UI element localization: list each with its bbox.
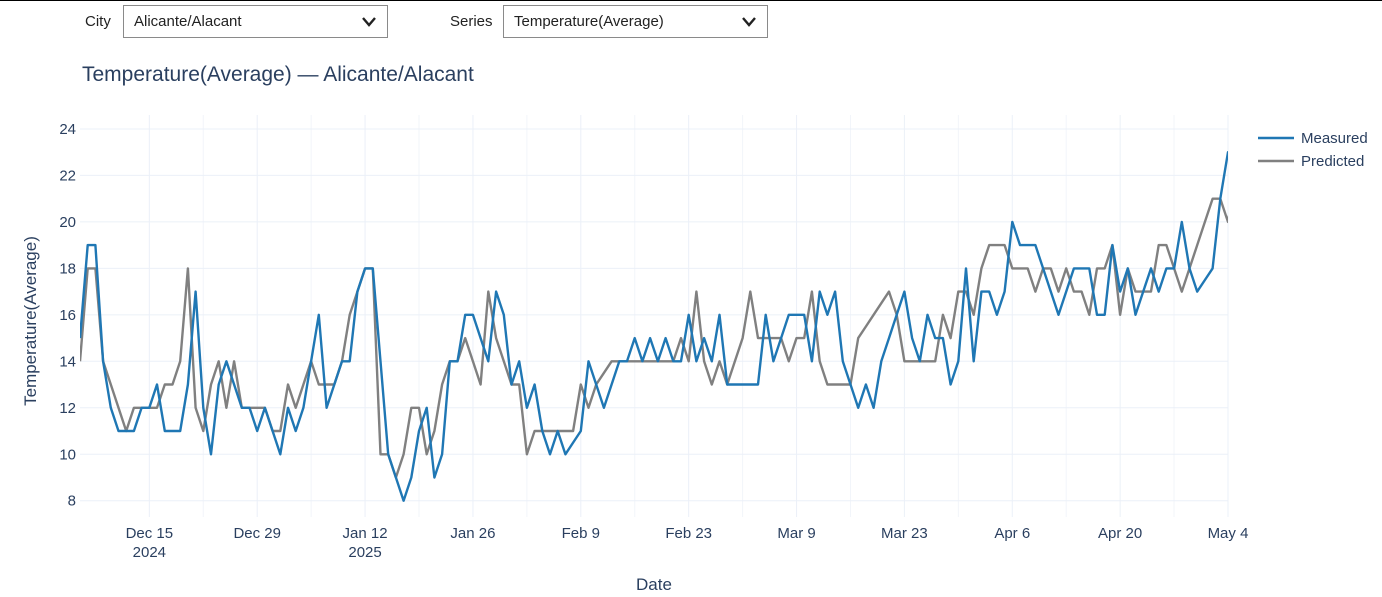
chevron-down-icon [362, 17, 376, 27]
x-tick-label: Mar 9 [777, 525, 815, 542]
legend-label: Measured [1301, 130, 1368, 147]
y-axis-title: Temperature(Average) [21, 236, 40, 406]
x-tick-label: Jan 12 [343, 525, 388, 542]
x-tick-label: Feb 23 [665, 525, 712, 542]
x-tick-label: Jan 26 [450, 525, 495, 542]
x-tick-label: Apr 6 [994, 525, 1030, 542]
x-tick-label: Mar 23 [881, 525, 928, 542]
x-tick-label: May 4 [1208, 525, 1249, 542]
x-axis: Dec 15 2024 Dec 29 Jan 12 2025 Jan 26 Feb 9 Feb… [126, 525, 1249, 561]
x-axis-title: Date [636, 575, 672, 594]
y-tick-label: 22 [59, 167, 76, 184]
y-tick-label: 8 [68, 493, 76, 510]
x-tick-year-label: 2025 [348, 544, 381, 561]
legend-label: Predicted [1301, 153, 1364, 170]
x-tick-year-label: 2024 [133, 544, 166, 561]
y-tick-label: 16 [59, 307, 76, 324]
city-label: City [85, 13, 111, 30]
series-line-predicted [80, 197, 1228, 479]
chevron-down-icon [742, 17, 756, 27]
chart-title: Temperature(Average) — Alicante/Alacant [82, 63, 474, 86]
y-tick-label: 24 [59, 121, 76, 138]
top-border [0, 0, 1382, 1]
x-tick-label: Feb 9 [562, 525, 600, 542]
y-tick-label: 20 [59, 214, 76, 231]
city-select-value: Alicante/Alacant [134, 13, 242, 30]
y-axis: 8 10 12 14 16 18 20 22 24 [59, 121, 76, 510]
y-tick-label: 14 [59, 353, 76, 370]
series-line-measured [80, 150, 1228, 502]
x-tick-label: Dec 15 [126, 525, 174, 542]
city-select[interactable]: Alicante/Alacant [123, 5, 388, 38]
series-label: Series [450, 13, 493, 30]
y-tick-label: 18 [59, 260, 76, 277]
series-select[interactable]: Temperature(Average) [503, 5, 768, 38]
x-tick-label: Apr 20 [1098, 525, 1142, 542]
x-tick-label: Dec 29 [233, 525, 281, 542]
series-lines [80, 150, 1228, 502]
series-select-value: Temperature(Average) [514, 13, 664, 30]
y-tick-label: 10 [59, 446, 76, 463]
grid [80, 115, 1229, 517]
y-tick-label: 12 [59, 400, 76, 417]
legend: Measured Predicted [1258, 130, 1368, 170]
